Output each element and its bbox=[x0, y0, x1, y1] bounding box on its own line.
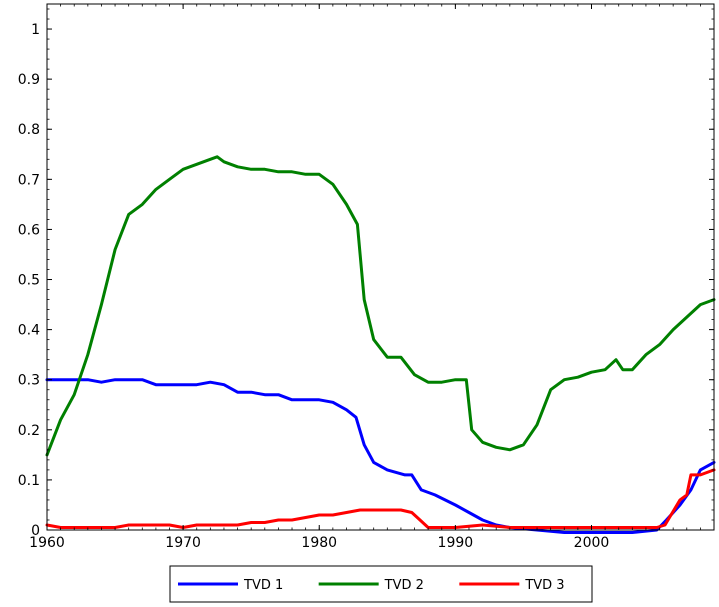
y-tick-label: 0.9 bbox=[18, 72, 40, 88]
x-tick-label: 1990 bbox=[438, 535, 474, 551]
y-tick-label: 0.2 bbox=[18, 423, 40, 439]
x-tick-label: 1970 bbox=[165, 535, 201, 551]
legend: TVD 1 TVD 2 TVD 3 bbox=[170, 566, 592, 602]
series-line-2 bbox=[47, 157, 714, 455]
plot-border bbox=[47, 4, 714, 530]
legend-label-2: TVD 2 bbox=[384, 578, 424, 593]
series-line-3 bbox=[47, 470, 714, 528]
y-tick-label: 0.5 bbox=[18, 273, 40, 289]
x-tick-label: 2000 bbox=[574, 535, 610, 551]
legend-label-1: TVD 1 bbox=[243, 578, 283, 593]
y-tick-label: 0.8 bbox=[18, 122, 40, 138]
y-tick-label: 0.4 bbox=[18, 323, 40, 339]
tick-marks bbox=[47, 4, 714, 530]
x-tick-label: 1960 bbox=[29, 535, 65, 551]
y-tick-label: 0.1 bbox=[18, 473, 40, 489]
x-tick-label: 1980 bbox=[301, 535, 337, 551]
y-tick-label: 0.6 bbox=[18, 222, 40, 238]
y-tick-label: 1 bbox=[31, 22, 40, 38]
plot-frame bbox=[47, 4, 714, 530]
legend-label-3: TVD 3 bbox=[524, 578, 564, 593]
y-tick-label: 0.7 bbox=[18, 172, 40, 188]
y-tick-label: 0.3 bbox=[18, 373, 40, 389]
series-group bbox=[47, 157, 714, 533]
